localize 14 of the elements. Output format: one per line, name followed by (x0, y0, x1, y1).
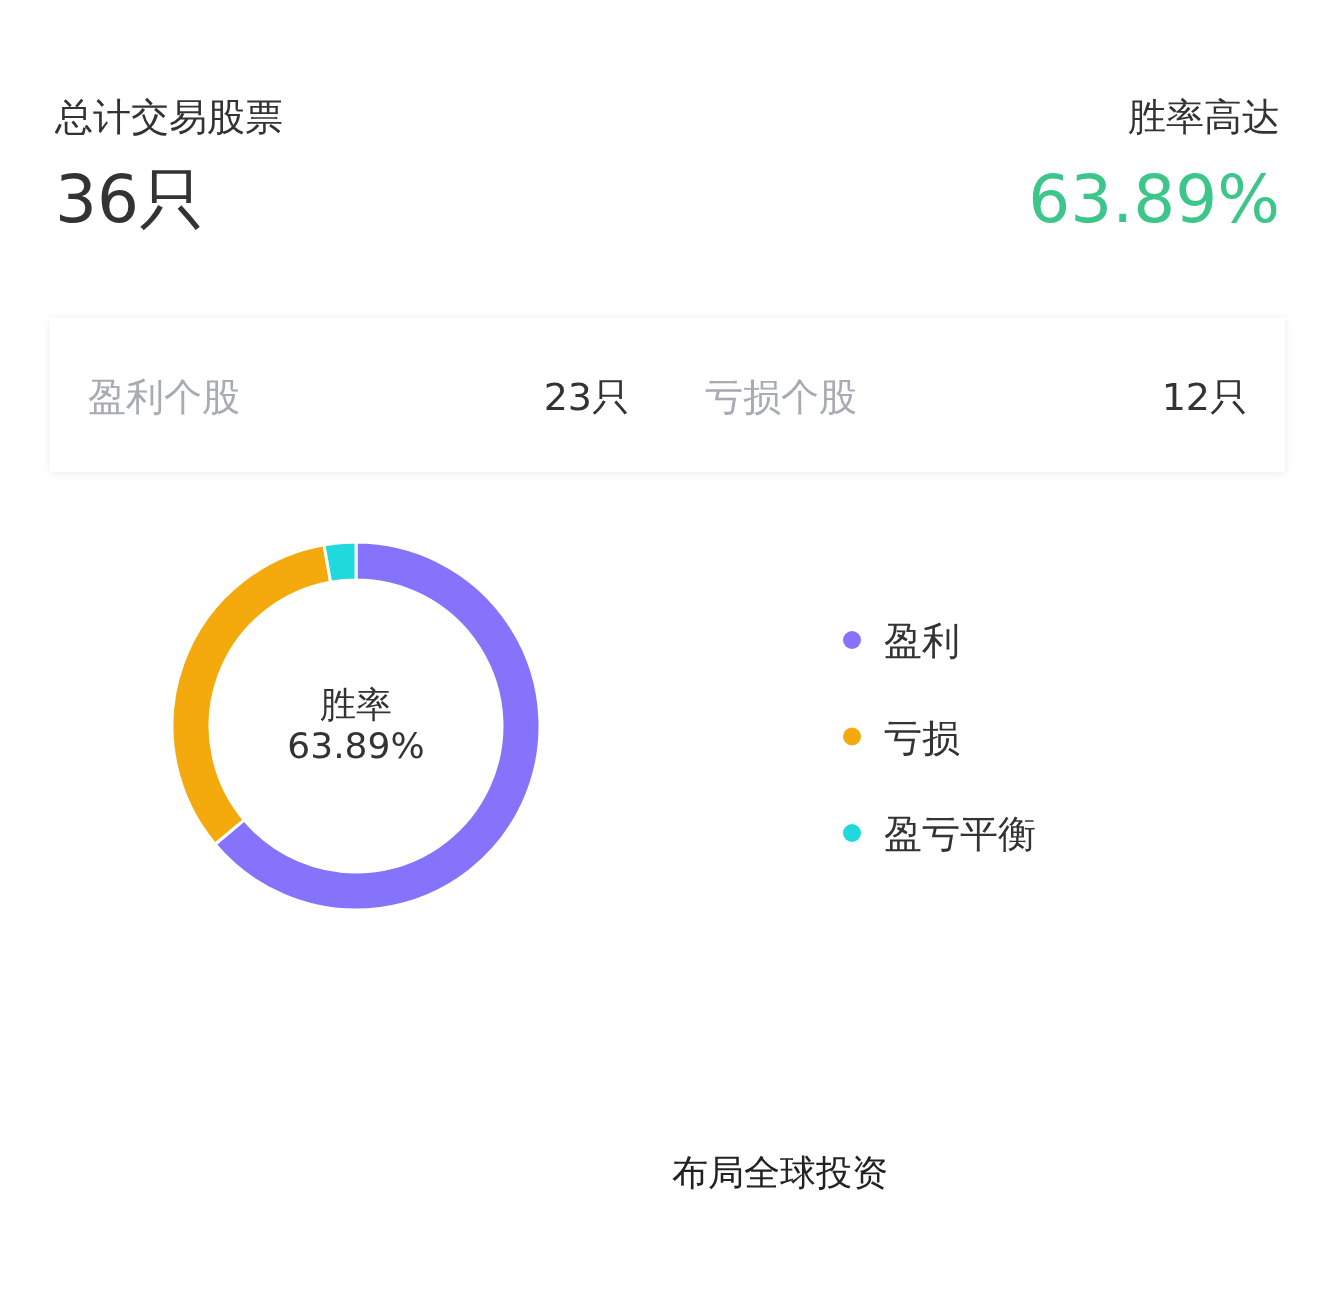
legend-label: 亏损 (884, 715, 960, 760)
text: 12只 (1161, 375, 1248, 419)
chart-title: 总计交易股票 (54, 95, 283, 139)
text: 布局全球投资 (672, 1152, 888, 1193)
text: 63.89% (1028, 161, 1280, 238)
text: 盈利个股 (88, 375, 240, 419)
text: 63.89% (287, 725, 425, 766)
legend-label: 盈亏平衡 (884, 812, 1036, 856)
text: 36只 (55, 161, 205, 238)
text: 胜率高达 (1128, 95, 1280, 139)
text: 23只 (543, 375, 630, 419)
text: 胜率 (320, 684, 392, 725)
text: 亏损个股 (705, 375, 857, 419)
legend-label: 盈利 (884, 619, 960, 663)
